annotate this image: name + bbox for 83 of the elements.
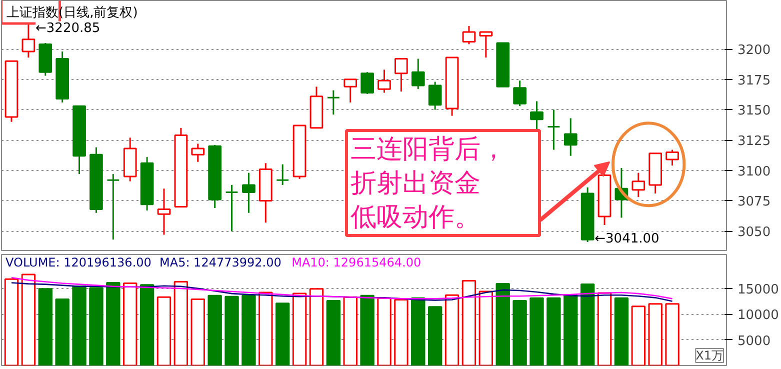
annotation: ←3041.00 — [594, 232, 660, 247]
bar — [106, 282, 120, 366]
bar — [462, 280, 476, 366]
bar — [4, 278, 19, 366]
bar — [580, 284, 595, 366]
annotation: 折射出资金 — [350, 168, 480, 198]
bar — [89, 287, 104, 366]
bar — [140, 284, 154, 366]
candlestick — [225, 184, 238, 232]
y-tick-label: 5000 — [738, 334, 771, 349]
chart-title: 上证指数(日线,前复权) — [6, 6, 138, 20]
candlestick — [428, 81, 442, 110]
text: MA10: 129615464.00 — [292, 256, 422, 270]
bar — [309, 288, 324, 366]
bar — [292, 292, 307, 366]
candlestick — [344, 78, 358, 104]
bar — [38, 288, 52, 366]
bar — [242, 294, 256, 366]
bar — [411, 297, 426, 366]
bar — [530, 297, 544, 366]
candlestick — [157, 188, 171, 236]
line-series — [10, 276, 673, 300]
bar — [72, 286, 86, 366]
bar — [208, 294, 222, 366]
bar — [597, 292, 612, 366]
candlestick — [411, 58, 425, 90]
series-label: MA5: 124773992.00 — [160, 256, 282, 270]
candlestick — [360, 71, 374, 95]
candlestick — [22, 22, 36, 58]
y-tick-label: 3150 — [738, 104, 771, 119]
y-tick-label: 3050 — [738, 225, 771, 240]
y-tick-label: 3175 — [738, 73, 771, 88]
candlestick — [106, 173, 120, 240]
candlestick — [378, 68, 391, 94]
bar — [21, 274, 36, 366]
bar — [665, 303, 680, 366]
y-tick-label: 3100 — [738, 164, 771, 180]
candlestick — [394, 58, 408, 92]
bar — [156, 296, 172, 366]
candlestick — [547, 108, 560, 151]
bar — [55, 298, 70, 366]
bar — [343, 296, 358, 366]
y-tick-label: 3075 — [738, 194, 771, 210]
candlestick — [462, 25, 476, 45]
bar — [648, 303, 662, 366]
bar — [428, 306, 442, 366]
bar — [122, 282, 138, 366]
candlestick — [242, 172, 256, 214]
bar — [444, 294, 460, 366]
candlestick — [479, 31, 493, 58]
bar — [394, 298, 408, 366]
annotation: 三连阳背后， — [350, 134, 506, 164]
bar — [564, 294, 578, 366]
candlestick — [666, 149, 679, 166]
annotation: 低吸动作。 — [350, 202, 480, 232]
candlestick — [191, 142, 205, 163]
bar — [190, 298, 205, 366]
bar — [546, 297, 561, 366]
bar — [478, 290, 494, 366]
bar — [258, 292, 273, 366]
candlestick — [564, 117, 578, 157]
bar — [360, 294, 374, 366]
candlestick — [530, 100, 544, 130]
candlestick — [632, 172, 646, 198]
annotation: VOLUME: 120196136.00 — [6, 256, 152, 270]
annotation: ←3220.85 — [36, 21, 100, 36]
bar — [496, 283, 510, 366]
bar — [631, 306, 646, 366]
bar — [614, 297, 629, 366]
y-tick-label: 15000 — [738, 282, 779, 298]
bar — [174, 280, 188, 366]
bar — [326, 300, 341, 366]
candlestick — [326, 90, 340, 116]
y-tick-label: 10000 — [738, 308, 779, 324]
bar — [224, 296, 239, 366]
candlestick — [276, 164, 290, 186]
y-tick-label: 3200 — [738, 43, 771, 58]
bar — [512, 300, 527, 366]
text: X1万 — [696, 348, 724, 362]
candlestick — [513, 80, 526, 107]
y-tick-label: 3125 — [738, 134, 771, 150]
bar — [275, 302, 290, 366]
bar — [377, 297, 392, 366]
